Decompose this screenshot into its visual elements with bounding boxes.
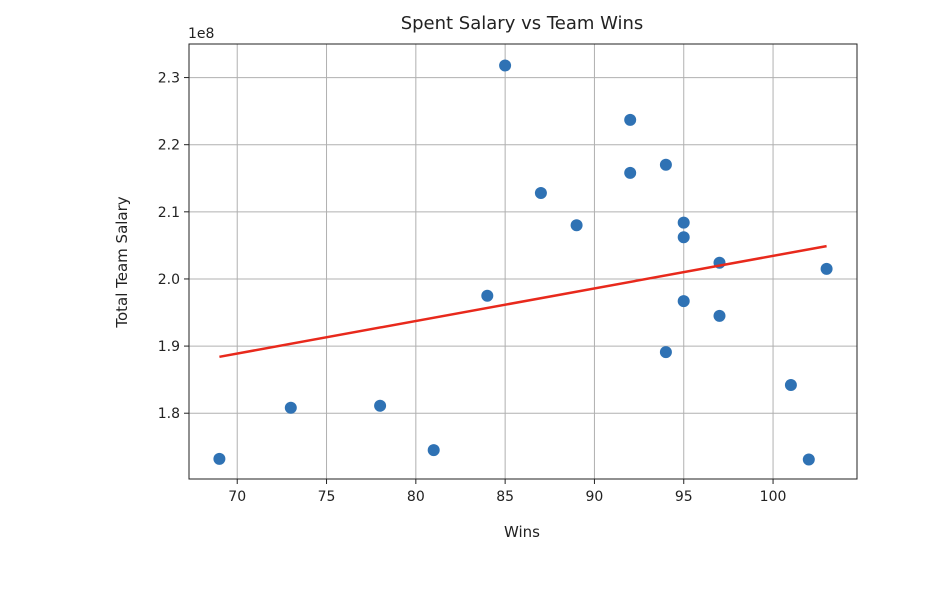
scatter-point bbox=[534, 187, 547, 199]
x-tick-label: 75 bbox=[318, 489, 336, 505]
plot-marks bbox=[213, 59, 833, 466]
scatter-point bbox=[659, 346, 672, 359]
grid-lines bbox=[189, 44, 857, 479]
x-tick-label: 70 bbox=[228, 489, 246, 505]
x-tick-label: 85 bbox=[496, 489, 514, 505]
x-axis-label: Wins bbox=[504, 523, 540, 541]
scatter-point bbox=[677, 216, 690, 229]
scatter-point bbox=[284, 401, 297, 414]
scatter-point bbox=[499, 59, 512, 72]
x-tick-label: 95 bbox=[675, 489, 693, 505]
scatter-point bbox=[570, 219, 583, 232]
y-tick-label: 2.1 bbox=[158, 205, 180, 221]
y-tick-label: 2.0 bbox=[158, 272, 180, 288]
y-axis-ticks: 1.8 1.9 2.0 2.1 2.2 2.3 bbox=[158, 71, 189, 422]
x-tick-label: 100 bbox=[760, 489, 787, 505]
scatter-point bbox=[820, 262, 833, 275]
scatter-point bbox=[677, 295, 690, 308]
chart-title: Spent Salary vs Team Wins bbox=[401, 13, 644, 34]
scatter-point bbox=[624, 166, 637, 179]
x-axis-ticks: 70 75 80 85 90 95 100 bbox=[228, 479, 786, 505]
scatter-point bbox=[802, 453, 815, 466]
regression-line bbox=[219, 244, 827, 359]
x-tick-label: 80 bbox=[407, 489, 425, 505]
y-tick-label: 2.2 bbox=[158, 138, 180, 154]
plot-frame bbox=[188, 43, 858, 480]
scatter-point bbox=[427, 444, 440, 457]
scatter-point bbox=[481, 289, 494, 302]
y-axis-label: Total Team Salary bbox=[113, 196, 131, 328]
y-tick-label: 2.3 bbox=[158, 71, 180, 87]
scatter-point bbox=[713, 309, 726, 322]
scatter-point bbox=[677, 231, 690, 244]
scatter-point bbox=[374, 399, 387, 412]
y-tick-label: 1.8 bbox=[158, 406, 180, 422]
scatter-point bbox=[659, 158, 672, 171]
scatter-point bbox=[624, 113, 637, 126]
scatter-point bbox=[784, 379, 797, 391]
y-scale-label: 1e8 bbox=[188, 26, 214, 42]
scatter-point bbox=[213, 452, 226, 465]
y-tick-label: 1.9 bbox=[158, 339, 180, 355]
x-tick-label: 90 bbox=[586, 489, 604, 505]
